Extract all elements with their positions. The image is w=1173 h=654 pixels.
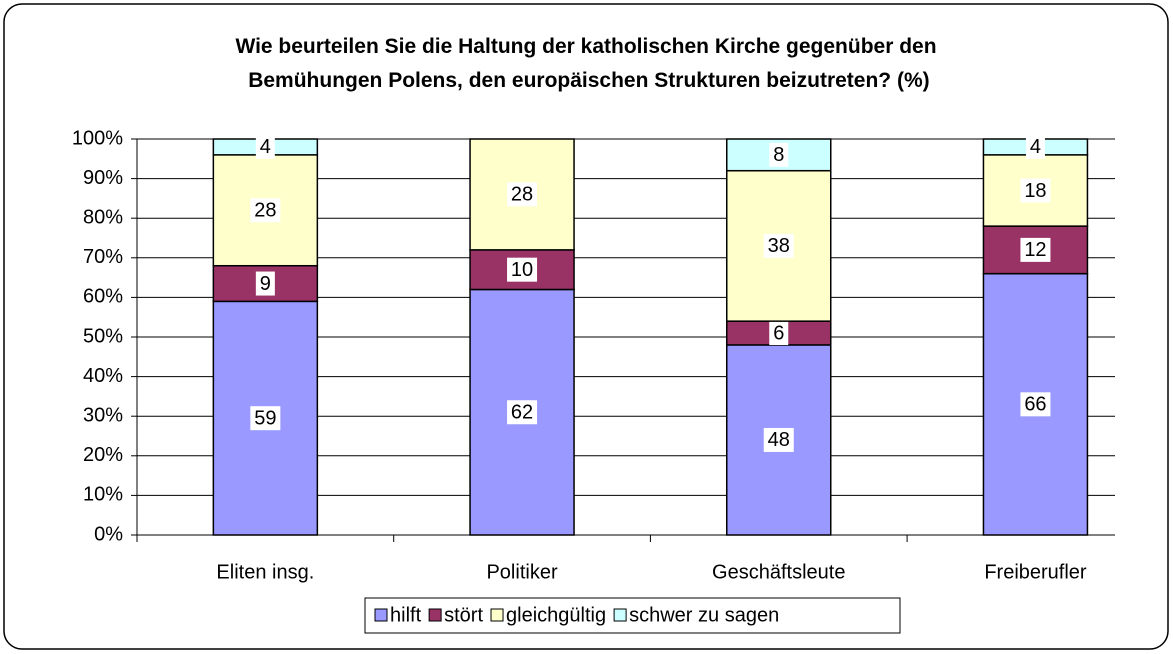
- data-label-bg: [250, 198, 281, 223]
- y-tick-label: 40%: [83, 365, 123, 387]
- data-label-bg: [1020, 178, 1051, 203]
- data-label-bg: [763, 233, 794, 258]
- data-label: 10: [511, 259, 533, 281]
- data-label-bg: [1025, 134, 1045, 159]
- data-label-bg: [250, 406, 281, 431]
- data-label-bg: [507, 182, 538, 207]
- data-label-bg: [1020, 237, 1051, 262]
- y-tick-label: 20%: [83, 444, 123, 466]
- data-label-bg: [507, 257, 538, 282]
- x-tick-label: Politiker: [486, 561, 557, 583]
- legend-label: gleichgültig: [506, 604, 606, 626]
- data-label: 6: [773, 322, 784, 344]
- data-label: 8: [773, 144, 784, 166]
- data-label: 18: [1024, 180, 1046, 202]
- x-tick-label: Geschäftsleute: [712, 561, 845, 583]
- data-label-bg: [255, 134, 275, 159]
- legend-swatch: [490, 608, 504, 622]
- data-label-bg: [1020, 392, 1051, 417]
- y-tick-label: 90%: [83, 167, 123, 189]
- legend-label: stört: [444, 604, 483, 626]
- data-label: 62: [511, 402, 533, 424]
- data-label: 9: [260, 273, 271, 295]
- y-tick-label: 100%: [72, 127, 123, 149]
- legend: hilft stört gleichgültig schwer zu sagen: [364, 597, 901, 634]
- data-label: 28: [511, 184, 533, 206]
- data-label: 38: [768, 235, 790, 257]
- legend-swatch: [613, 608, 627, 622]
- data-label-bg: [255, 271, 275, 296]
- data-label-bg: [507, 400, 538, 425]
- data-label-bg: [769, 321, 789, 346]
- x-tick-label: Freiberufler: [984, 561, 1087, 583]
- x-tick-label: Eliten insg.: [216, 561, 314, 583]
- legend-swatch: [374, 608, 388, 622]
- data-label: 66: [1024, 394, 1046, 416]
- data-label: 4: [1030, 136, 1041, 158]
- data-label-bg: [769, 142, 789, 167]
- legend-frame: [364, 597, 901, 634]
- y-tick-label: 60%: [83, 286, 123, 308]
- legend-swatch: [428, 608, 442, 622]
- y-tick-label: 50%: [83, 325, 123, 347]
- data-label: 48: [768, 429, 790, 451]
- y-tick-label: 10%: [83, 484, 123, 506]
- y-tick-label: 30%: [83, 404, 123, 426]
- legend-label: schwer zu sagen: [629, 604, 779, 626]
- data-label: 28: [254, 200, 276, 222]
- y-tick-label: 0%: [94, 523, 123, 545]
- y-tick-label: 70%: [83, 246, 123, 268]
- chart-title-1: Wie beurteilen Sie die Haltung der katho…: [235, 35, 936, 92]
- data-label-bg: [763, 427, 794, 452]
- y-tick-label: 80%: [83, 206, 123, 228]
- legend-label: hilft: [390, 604, 422, 626]
- data-label: 12: [1024, 239, 1046, 261]
- data-label: 59: [254, 407, 276, 429]
- data-label: 4: [260, 136, 271, 158]
